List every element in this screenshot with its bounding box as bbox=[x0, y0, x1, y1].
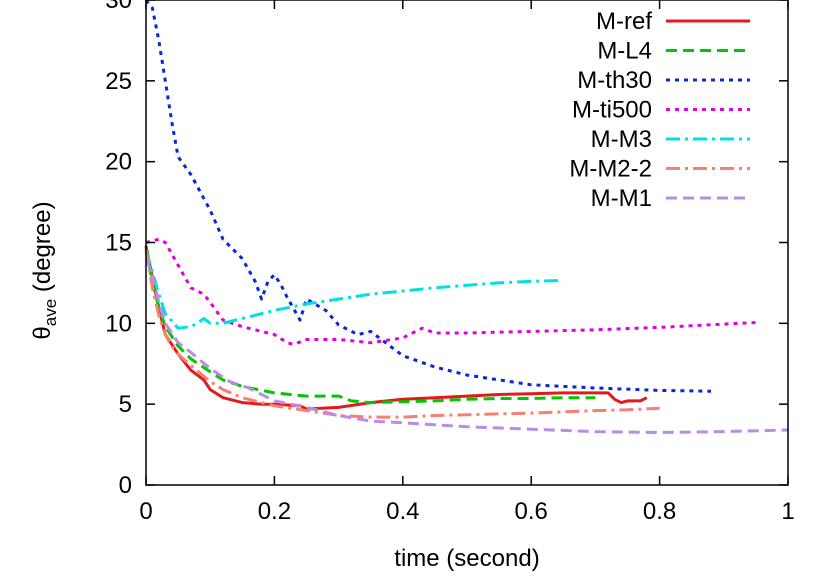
y-axis-title: θave (degree) bbox=[29, 201, 60, 339]
y-axis-title-subscript: ave bbox=[41, 299, 60, 326]
y-tick-label: 15 bbox=[105, 230, 132, 257]
series-line-m-th30 bbox=[144, 0, 712, 393]
x-tick-label: 0.8 bbox=[643, 498, 676, 525]
x-tick-label: 0.4 bbox=[386, 498, 419, 525]
plot-frame bbox=[145, 0, 789, 486]
y-tick-label: 5 bbox=[119, 391, 132, 418]
y-tick-label: 20 bbox=[105, 149, 132, 176]
plot-lines bbox=[144, 0, 789, 434]
series-line-m-m2-2 bbox=[144, 250, 660, 419]
y-tick-label: 0 bbox=[119, 472, 132, 499]
y-axis-title-base: θ bbox=[29, 326, 56, 339]
legend-label: M-L4 bbox=[597, 38, 652, 65]
legend-label: M-ti500 bbox=[572, 97, 652, 124]
x-tick-label: 0 bbox=[139, 498, 152, 525]
y-tick-label: 10 bbox=[105, 310, 132, 337]
legend-label: M-M3 bbox=[591, 126, 652, 153]
series-line-m-l4 bbox=[144, 247, 596, 405]
series-line-m-m3 bbox=[144, 250, 564, 330]
x-tick-label: 0.2 bbox=[258, 498, 291, 525]
axis-ticks bbox=[145, 0, 789, 486]
legend-label: M-M2-2 bbox=[569, 156, 652, 183]
series-line-m-m1 bbox=[144, 258, 789, 434]
y-tick-label: 25 bbox=[105, 68, 132, 95]
y-axis-title-rest: (degree) bbox=[29, 201, 56, 298]
legend-label: M-ref bbox=[596, 8, 652, 35]
x-axis-title: time (second) bbox=[394, 545, 539, 572]
x-tick-label: 1 bbox=[781, 498, 794, 525]
series-line-m-ti500 bbox=[145, 237, 756, 346]
x-tick-label: 0.6 bbox=[515, 498, 548, 525]
legend-label: M-M1 bbox=[591, 185, 652, 212]
legend-label: M-th30 bbox=[577, 67, 652, 94]
y-tick-label: 30 bbox=[105, 0, 132, 14]
series-line-m-ref bbox=[144, 245, 648, 411]
